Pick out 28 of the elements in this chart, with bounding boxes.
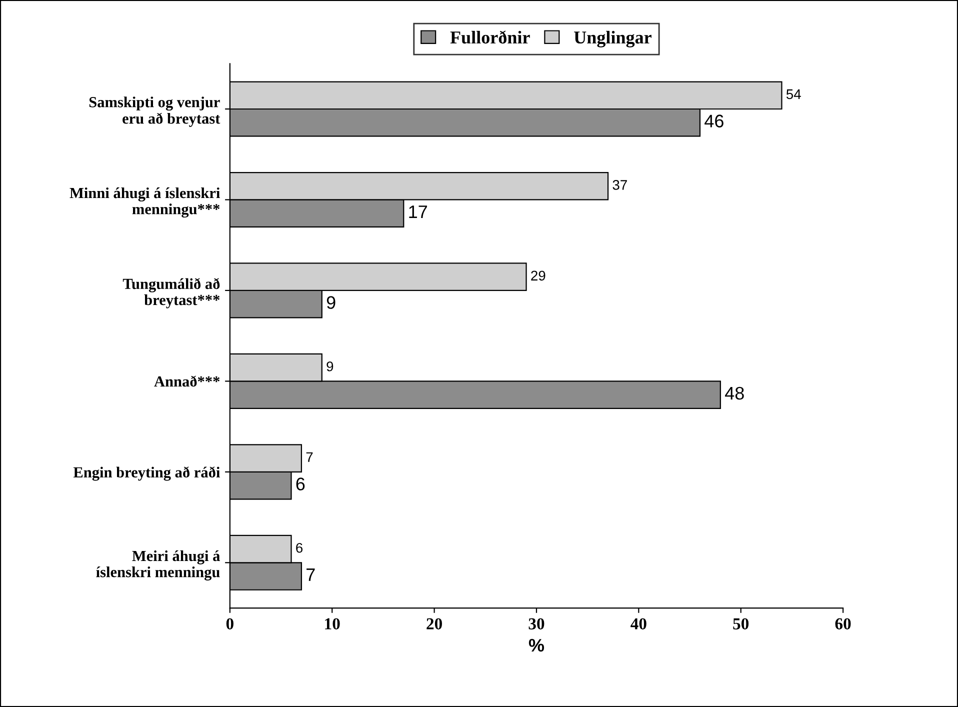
x-tick-label: 50 [733, 618, 749, 630]
data-label: 54 [786, 89, 801, 100]
legend-label: Fullorðnir [450, 30, 530, 44]
data-label: 6 [296, 478, 305, 490]
data-label: 7 [306, 452, 313, 462]
data-label: 17 [409, 206, 427, 218]
y-tick-label: Meiri áhugi á íslenskri menningu [96, 550, 220, 580]
legend-label: Unglingar [574, 30, 652, 48]
data-label: 48 [724, 386, 744, 400]
x-tick-label: 30 [528, 618, 544, 630]
x-tick-label: 20 [426, 618, 442, 630]
y-tick-label: Annað*** [154, 376, 220, 387]
y-tick-label: Tungumálið að breytast*** [122, 278, 220, 308]
y-tick-label: Engin breyting að ráði [73, 466, 220, 481]
data-label: 9 [326, 361, 334, 372]
data-label: 29 [531, 270, 546, 281]
data-label: 37 [612, 180, 627, 190]
x-tick-label: 10 [325, 618, 340, 630]
x-tick-label: 60 [835, 618, 851, 630]
data-label: 7 [306, 568, 315, 581]
y-tick-label: Samskipti og venjur eru að breytast [89, 96, 220, 127]
y-tick-label: Minni áhugi á íslenskri menningu*** [70, 187, 220, 218]
data-label: 6 [296, 542, 303, 553]
x-tick-label: 40 [630, 618, 646, 630]
data-label: 9 [326, 296, 336, 309]
x-axis-title: % [528, 638, 544, 652]
x-tick-label: 0 [226, 618, 234, 630]
data-label: 46 [704, 114, 724, 128]
